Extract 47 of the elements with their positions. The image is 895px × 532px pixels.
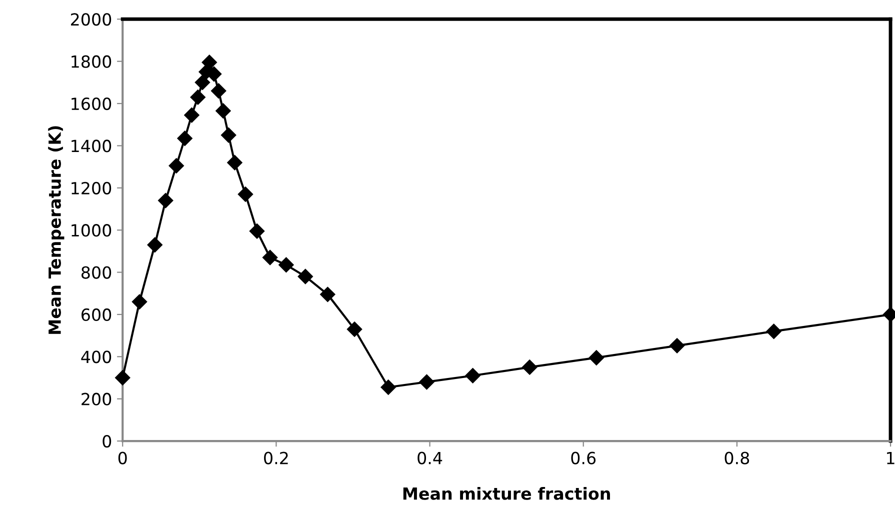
y-tick-label: 400 [81, 350, 112, 364]
y-tick-label: 2000 [71, 13, 112, 26]
y-tick-label: 1600 [72, 97, 112, 110]
y-tick-label: 600 [82, 308, 112, 322]
point [132, 294, 148, 310]
point [177, 130, 192, 146]
point [669, 338, 685, 354]
y-tick-label: 1000 [72, 224, 112, 237]
x-tick-label: 0.2 [264, 452, 288, 464]
point [588, 350, 604, 366]
x-tick-label: 0.4 [418, 452, 442, 464]
x-tick-label: 0.6 [571, 452, 596, 464]
point [147, 237, 162, 252]
y-tick-label: 1800 [72, 55, 112, 68]
point [766, 324, 782, 339]
x-tick-label: 0.8 [724, 452, 750, 464]
point [419, 374, 434, 390]
point [522, 360, 538, 375]
point [194, 74, 210, 90]
point [238, 186, 254, 202]
point [190, 90, 206, 105]
x-tick-label: 0 [118, 452, 127, 464]
point [346, 322, 362, 337]
point [465, 368, 480, 384]
point [380, 380, 396, 395]
y-tick-label: 0 [102, 434, 112, 448]
point [158, 192, 174, 208]
x-tick-label: 1 [887, 452, 894, 464]
point [221, 128, 236, 143]
y-tick-label: 1400 [72, 140, 112, 152]
point [320, 286, 336, 302]
point [262, 250, 278, 266]
point [115, 370, 130, 386]
y-tick-label: 200 [82, 392, 112, 406]
point [184, 108, 200, 123]
point [249, 224, 265, 239]
y-axis-title: Mean Temperature (K) [48, 126, 64, 334]
point [216, 103, 231, 118]
x-axis-title: Mean mixture fraction [403, 487, 610, 500]
point [298, 268, 313, 284]
point [168, 158, 184, 174]
y-tick-label: 800 [82, 266, 112, 279]
y-tick-label: 1200 [72, 182, 112, 194]
point [227, 155, 242, 170]
point [278, 257, 294, 272]
point [211, 83, 226, 98]
point [202, 54, 217, 70]
